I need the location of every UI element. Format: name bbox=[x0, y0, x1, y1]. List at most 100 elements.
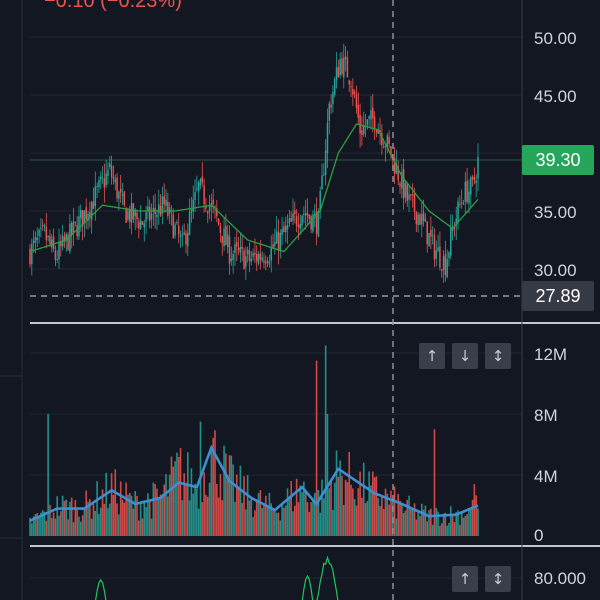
volume-bar bbox=[72, 522, 75, 536]
volume-bar bbox=[123, 502, 126, 536]
volume-axis-label: 0 bbox=[534, 526, 543, 545]
volume-bar bbox=[399, 500, 401, 536]
candle-body bbox=[156, 214, 158, 217]
volume-bar bbox=[411, 508, 414, 536]
volume-bar bbox=[312, 500, 314, 536]
candle-body bbox=[284, 225, 287, 233]
volume-bar bbox=[275, 512, 278, 536]
candle-body bbox=[382, 146, 385, 148]
candle-body bbox=[94, 186, 97, 207]
candle-body bbox=[366, 119, 369, 126]
candle-body bbox=[393, 157, 396, 174]
candle-body bbox=[237, 247, 240, 251]
candle-body bbox=[76, 225, 78, 237]
candle-body bbox=[56, 259, 58, 261]
arrow-down-icon[interactable]: ↓ bbox=[452, 343, 478, 369]
candle-body bbox=[47, 236, 49, 238]
volume-bar bbox=[353, 498, 356, 536]
volume-bar bbox=[357, 488, 360, 536]
candle-body bbox=[177, 225, 180, 235]
volume-bar bbox=[342, 504, 345, 536]
candle-body bbox=[96, 186, 98, 188]
volume-bar bbox=[105, 472, 107, 536]
volume-bar bbox=[344, 479, 347, 536]
candle-body bbox=[72, 221, 75, 233]
candle-body bbox=[226, 234, 229, 248]
candle-body bbox=[333, 79, 336, 95]
volume-bar bbox=[304, 491, 307, 536]
candle-body bbox=[315, 211, 318, 234]
candle-body bbox=[112, 176, 115, 179]
candle-body bbox=[424, 218, 427, 222]
volume-bar bbox=[125, 482, 127, 536]
candle-body bbox=[80, 209, 82, 219]
candle-body bbox=[187, 232, 189, 247]
volume-bar bbox=[226, 475, 229, 536]
volume-bar bbox=[444, 512, 447, 536]
volume-bar bbox=[475, 495, 477, 536]
candle-body bbox=[464, 181, 467, 202]
volume-bar bbox=[346, 482, 349, 536]
volume-bar bbox=[205, 494, 207, 536]
candle-body bbox=[145, 212, 147, 222]
candle-body bbox=[323, 174, 325, 176]
volume-bar bbox=[404, 510, 407, 536]
volume-bar bbox=[466, 514, 468, 536]
candle-body bbox=[346, 57, 349, 78]
candle-body bbox=[397, 166, 399, 181]
candle-body bbox=[225, 225, 227, 246]
volume-bar bbox=[78, 516, 80, 536]
volume-bar bbox=[266, 506, 269, 536]
volume-bar bbox=[250, 498, 253, 536]
candle-body bbox=[328, 103, 331, 122]
candle-body bbox=[277, 232, 280, 251]
volume-bar bbox=[219, 474, 222, 536]
volume-bar bbox=[152, 482, 155, 536]
candle-body bbox=[451, 228, 454, 232]
candle-body bbox=[268, 261, 271, 265]
candle-body bbox=[332, 92, 334, 105]
volume-bar bbox=[321, 479, 323, 536]
candle-body bbox=[430, 229, 432, 237]
volume-bar bbox=[118, 514, 120, 536]
volume-bar bbox=[361, 497, 363, 536]
candle-body bbox=[455, 218, 457, 226]
volume-bar bbox=[228, 455, 231, 536]
volume-bar bbox=[116, 503, 118, 536]
candle-body bbox=[402, 169, 405, 199]
candle-body bbox=[379, 129, 381, 133]
candle-body bbox=[212, 199, 214, 205]
volume-bar bbox=[194, 483, 196, 536]
price-change-text: −0.10 (−0.23%) bbox=[44, 0, 182, 12]
volume-bar bbox=[208, 482, 211, 536]
candle-body bbox=[99, 176, 102, 180]
candle-body bbox=[390, 146, 392, 156]
volume-bar bbox=[366, 500, 369, 536]
arrow-up-icon[interactable]: ↑ bbox=[419, 343, 445, 369]
volume-bar bbox=[176, 452, 178, 536]
volume-bar bbox=[453, 522, 456, 536]
price-axis-label: 50.00 bbox=[534, 29, 577, 48]
candle-body bbox=[281, 229, 283, 236]
candle-body bbox=[457, 201, 459, 223]
arrow-up-icon[interactable]: ↑ bbox=[452, 566, 478, 592]
volume-bar bbox=[332, 509, 334, 536]
candle-body bbox=[74, 221, 77, 223]
volume-bar bbox=[435, 507, 438, 536]
arrow-up-down-icon[interactable]: ↕ bbox=[485, 343, 511, 369]
candle-body bbox=[38, 229, 40, 236]
candle-body bbox=[194, 192, 196, 200]
candle-body bbox=[60, 241, 62, 247]
candle-body bbox=[181, 234, 184, 236]
volume-bar bbox=[50, 517, 53, 536]
arrow-up-down-icon[interactable]: ↕ bbox=[485, 566, 511, 592]
volume-bar bbox=[43, 511, 46, 536]
candle-body bbox=[31, 243, 33, 265]
candle-body bbox=[123, 191, 126, 206]
volume-bar bbox=[382, 509, 385, 536]
candle-body bbox=[304, 213, 307, 216]
volume-bar bbox=[370, 485, 372, 536]
volume-bar bbox=[426, 521, 429, 536]
volume-bar bbox=[368, 471, 370, 536]
